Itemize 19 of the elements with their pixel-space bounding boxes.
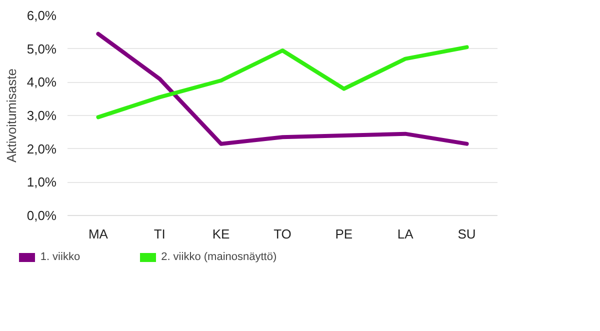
y-axis-title: Aktivoitumisaste xyxy=(4,68,19,162)
y-tick-label: 3,0% xyxy=(26,108,57,123)
x-tick-label: TI xyxy=(154,226,166,242)
y-tick-label: 0,0% xyxy=(26,208,57,223)
y-tick-label: 5,0% xyxy=(26,41,57,56)
line-series xyxy=(96,32,469,146)
legend-label: 1. viikko xyxy=(40,251,80,263)
x-tick-label: SU xyxy=(458,226,476,242)
x-tick-label: PE xyxy=(335,226,353,242)
y-tick-label: 4,0% xyxy=(26,74,57,90)
y-tick-label: 1,0% xyxy=(26,174,57,190)
legend-label: 2. viikko (mainosnäyttö) xyxy=(161,251,277,263)
x-tick-label: TO xyxy=(274,226,292,242)
y-tick-label: 6,0% xyxy=(26,8,57,23)
y-tick-label: 2,0% xyxy=(26,141,57,156)
x-tick-label: MA xyxy=(88,226,108,242)
x-tick-label: KE xyxy=(212,226,230,242)
x-tick-label: LA xyxy=(397,226,414,242)
line-series xyxy=(96,45,469,120)
